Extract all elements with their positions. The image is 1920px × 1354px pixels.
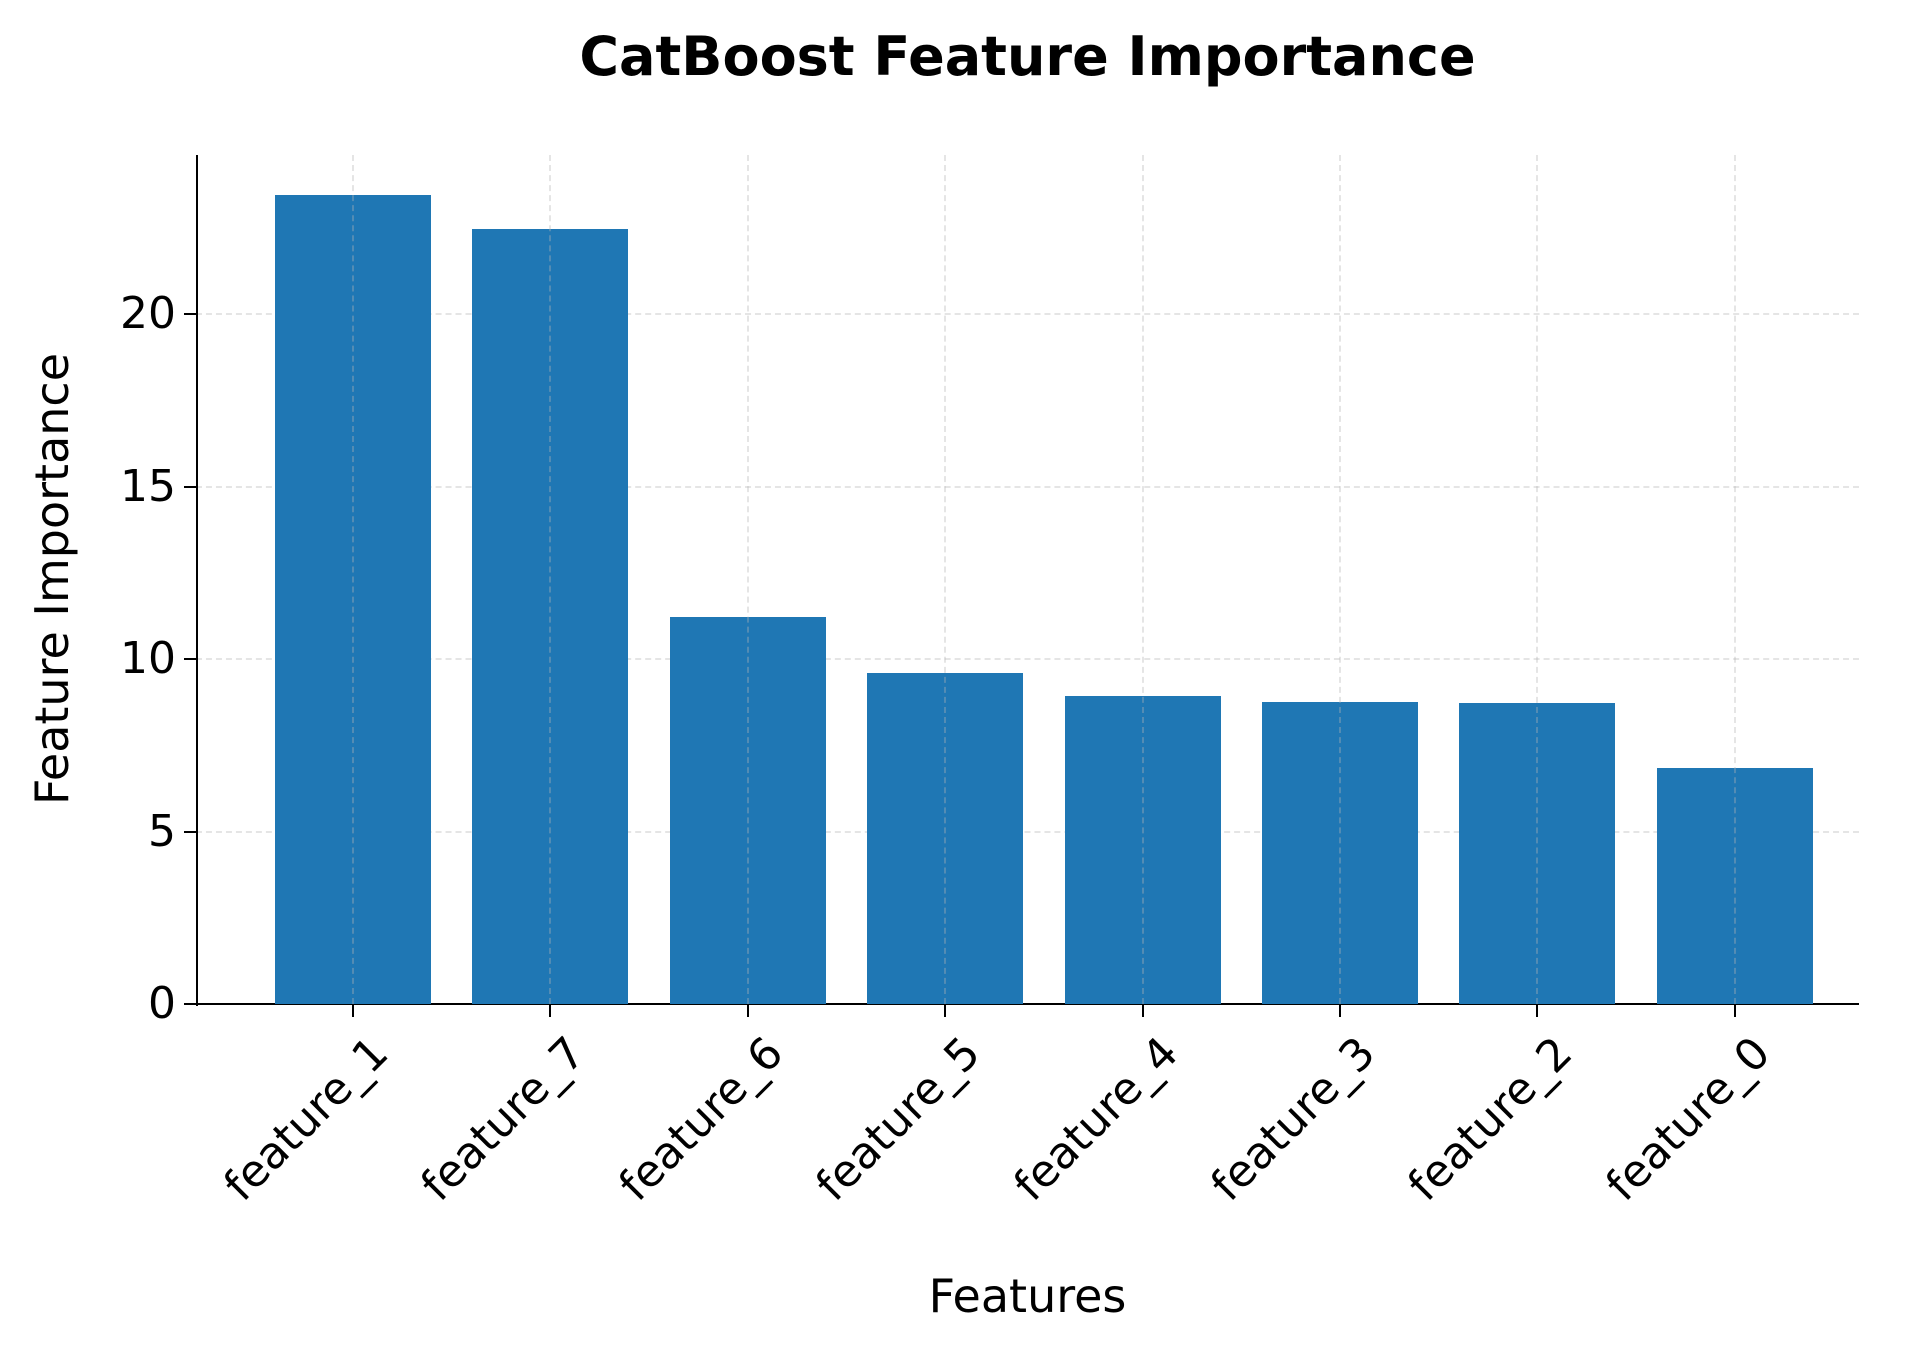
- bar-feature-5: [867, 673, 1024, 1004]
- x-tick-label: feature_3: [1201, 1027, 1386, 1212]
- grid-line-vertical: [352, 155, 354, 1004]
- y-tick-label: 15: [120, 460, 176, 512]
- y-tick-label: 0: [148, 978, 176, 1029]
- bar-feature-7: [472, 229, 629, 1004]
- bar-feature-4: [1064, 695, 1221, 1004]
- y-tick-mark: [184, 1003, 196, 1005]
- x-tick-label: feature_6: [609, 1027, 794, 1212]
- x-tick-mark: [746, 1005, 749, 1017]
- x-tick-mark: [1536, 1005, 1539, 1017]
- y-tick-label: 5: [148, 805, 176, 857]
- y-axis-line: [196, 155, 198, 1006]
- x-tick-mark: [944, 1005, 947, 1017]
- grid-line-horizontal: [196, 485, 1859, 488]
- y-tick-label: 20: [120, 288, 176, 339]
- y-axis-title: Feature Importance: [25, 352, 79, 806]
- x-tick-mark: [1141, 1005, 1144, 1017]
- bar-feature-6: [669, 616, 826, 1004]
- y-tick-mark: [184, 658, 196, 660]
- grid-line-vertical: [1141, 155, 1144, 1004]
- x-axis-title: Features: [928, 1269, 1127, 1323]
- x-tick-label: feature_7: [411, 1027, 596, 1212]
- grid-line-vertical: [549, 155, 552, 1004]
- bar-feature-0: [1656, 768, 1813, 1004]
- x-axis-line: [196, 1003, 1859, 1005]
- grid-line-vertical: [1536, 155, 1539, 1004]
- grid-line-vertical: [1339, 155, 1341, 1004]
- x-tick-label: feature_4: [1004, 1027, 1188, 1212]
- y-tick-mark: [184, 313, 196, 315]
- x-tick-label: feature_5: [806, 1027, 991, 1212]
- grid-line-horizontal: [196, 313, 1859, 315]
- x-tick-label: feature_2: [1398, 1027, 1583, 1212]
- y-tick-label: 10: [120, 633, 176, 684]
- grid-line-horizontal: [196, 830, 1859, 833]
- y-tick-mark: [184, 830, 196, 833]
- grid-line-vertical: [944, 155, 947, 1004]
- bar-feature-2: [1459, 702, 1616, 1004]
- grid-line-vertical: [1733, 155, 1736, 1004]
- x-tick-mark: [549, 1005, 552, 1017]
- x-tick-mark: [352, 1005, 354, 1017]
- grid-line-vertical: [746, 155, 749, 1004]
- x-tick-mark: [1733, 1005, 1736, 1017]
- x-tick-label: feature_0: [1596, 1027, 1781, 1212]
- grid-line-horizontal: [196, 658, 1859, 660]
- x-tick-label: feature_1: [214, 1027, 399, 1212]
- bar-feature-1: [275, 194, 431, 1004]
- chart-title: CatBoost Feature Importance: [579, 25, 1476, 88]
- y-tick-mark: [184, 485, 196, 488]
- x-tick-mark: [1339, 1005, 1341, 1017]
- bar-feature-3: [1262, 702, 1418, 1004]
